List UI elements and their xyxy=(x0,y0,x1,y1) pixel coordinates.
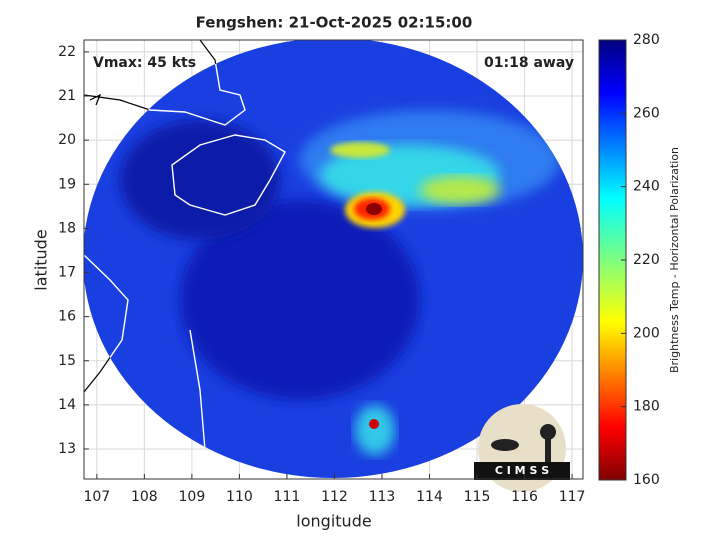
annotation: Vmax: 45 kts xyxy=(93,55,196,71)
x-tick-label: 115 xyxy=(464,489,491,505)
y-tick-label: 13 xyxy=(58,441,76,457)
chart-title: Fengshen: 21-Oct-2025 02:15:00 xyxy=(196,14,473,32)
x-tick-label: 109 xyxy=(179,489,206,505)
x-tick-label: 107 xyxy=(83,489,110,505)
x-axis-label: longitude xyxy=(296,512,371,531)
colorbar-tick-label: 240 xyxy=(633,179,660,195)
x-tick-label: 116 xyxy=(511,489,538,505)
colorbar-tick-label: 180 xyxy=(633,399,660,415)
colorbar-tick-label: 200 xyxy=(633,325,660,341)
annotation: 01:18 away xyxy=(484,55,574,71)
colorbar-tick-label: 260 xyxy=(633,105,660,121)
x-tick-label: 111 xyxy=(274,489,301,505)
y-tick-label: 19 xyxy=(58,176,76,192)
y-tick-label: 14 xyxy=(58,397,76,413)
x-tick-label: 112 xyxy=(321,489,348,505)
y-tick-label: 18 xyxy=(58,220,76,236)
y-tick-label: 17 xyxy=(58,265,76,281)
colorbar-label: Brightness Temp - Horizontal Polarizatio… xyxy=(668,147,681,373)
plot-frame xyxy=(83,39,584,480)
x-tick-label: 108 xyxy=(131,489,158,505)
x-tick-label: 113 xyxy=(369,489,396,505)
colorbar-tick-label: 220 xyxy=(633,252,660,268)
y-tick-label: 20 xyxy=(58,132,76,148)
x-tick-label: 117 xyxy=(559,489,586,505)
colorbar-tick-label: 280 xyxy=(633,32,660,48)
y-axis-label: latitude xyxy=(32,229,51,290)
x-tick-label: 110 xyxy=(226,489,253,505)
x-tick-label: 114 xyxy=(416,489,443,505)
satellite-image xyxy=(84,40,583,478)
y-tick-label: 21 xyxy=(58,88,76,104)
y-tick-label: 16 xyxy=(58,309,76,325)
logo-text: C I M S S xyxy=(495,464,549,477)
y-tick-label: 15 xyxy=(58,353,76,369)
colorbar-tick-label: 160 xyxy=(633,472,660,488)
logo: C I M S S xyxy=(474,404,570,492)
y-tick-label: 22 xyxy=(58,44,76,60)
